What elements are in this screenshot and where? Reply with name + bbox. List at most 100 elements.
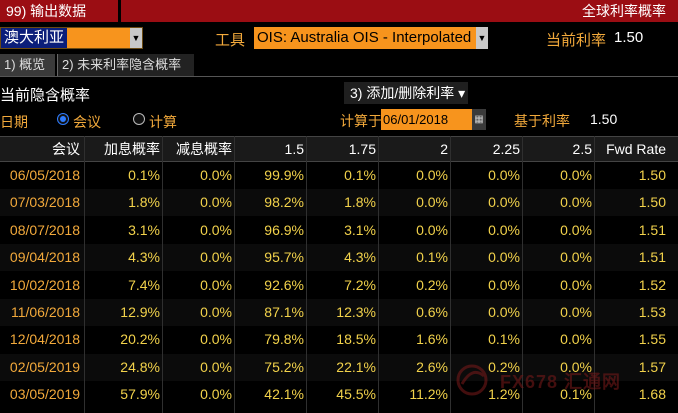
table-row[interactable]: 07/03/2018 1.8% 0.0% 98.2% 1.8% 0.0% 0.0% 0.0% 1… (0, 189, 678, 217)
cell-rate-2: 2.6% (416, 358, 448, 375)
column-header-fwd-rate[interactable]: Fwd Rate (606, 141, 666, 157)
table-row[interactable]: 11/06/2018 12.9% 0.0% 87.1% 12.3% 0.6% 0.0% 0.0… (0, 299, 678, 326)
watermark-text: FX678 汇通网 (500, 372, 622, 392)
cell-rate-2: 0.0% (416, 167, 448, 183)
cell-meeting: 09/04/2018 (9, 249, 80, 266)
cell-cut-prob: 0.0% (200, 358, 232, 375)
cell-hike-prob: 4.3% (128, 249, 160, 266)
cell-rate-1-75: 4.3% (344, 249, 376, 266)
cell-rate-2-5: 0.0% (560, 304, 592, 320)
column-header-rate-1-75[interactable]: 1.75 (348, 141, 376, 157)
cell-cut-prob: 0.0% (200, 276, 232, 293)
column-separator (234, 136, 235, 413)
base-rate-label: 基于利率 (514, 113, 570, 129)
tool-label: 工具 (215, 32, 246, 49)
column-separator (594, 136, 595, 413)
current-rate-label: 当前利率 (546, 32, 607, 49)
cell-fwd-rate: 1.50 (638, 194, 666, 211)
calc-date-field[interactable]: 06/01/2018 (381, 109, 477, 130)
column-header-meeting[interactable]: 会议 (52, 141, 80, 157)
column-header-cut-prob[interactable]: 减息概率 (176, 141, 232, 157)
date-label: 日期 (0, 114, 28, 130)
country-select[interactable]: 澳大利亚 ▼ (0, 27, 143, 49)
cell-hike-prob: 57.9% (120, 386, 160, 403)
watermark: FX678 汇通网 (440, 360, 670, 400)
cell-rate-1-5: 42.1% (264, 386, 304, 403)
tab-bar: 1) 概览 2) 未来利率隐含概率 (0, 54, 678, 77)
cell-hike-prob: 12.9% (120, 304, 160, 320)
cell-hike-prob: 0.1% (128, 167, 160, 183)
cell-rate-1-75: 18.5% (336, 331, 376, 348)
table-row[interactable]: 10/02/2018 7.4% 0.0% 92.6% 7.2% 0.2% 0.0% 0.0% 1… (0, 272, 678, 299)
cell-rate-1-75: 22.1% (336, 358, 376, 375)
cell-rate-2-5: 0.0% (560, 358, 592, 375)
cell-fwd-rate: 1.57 (638, 358, 666, 375)
cell-meeting: 06/05/2018 (9, 167, 80, 183)
table-row[interactable]: 03/05/2019 57.9% 0.0% 42.1% 45.5% 11.2% 1.2% 0.… (0, 381, 678, 408)
cell-cut-prob: 0.0% (200, 167, 232, 183)
table-row[interactable]: 06/05/2018 0.1% 0.0% 99.9% 0.1% 0.0% 0.0% 0.0% 1… (0, 162, 678, 189)
current-rate-value: 1.50 (614, 29, 644, 46)
fx678-logo-icon (456, 364, 488, 396)
column-separator (306, 136, 307, 413)
cell-rate-2: 0.1% (416, 249, 448, 266)
cell-rate-1-5: 75.2% (264, 358, 304, 375)
column-header-hike-prob[interactable]: 加息概率 (104, 141, 160, 157)
radio-calculation[interactable] (133, 113, 145, 125)
cell-rate-1-5: 92.6% (264, 276, 304, 293)
tab-future-rate-probability[interactable]: 2) 未来利率隐含概率 (57, 54, 194, 76)
column-separator (450, 136, 451, 413)
column-separator (522, 136, 523, 413)
calc-date-label: 计算于 (340, 113, 382, 129)
cell-hike-prob: 24.8% (120, 358, 160, 375)
add-remove-rates-button[interactable]: 3) 添加/删除利率 ▾ (344, 82, 468, 104)
section-title: 当前隐含概率 (0, 87, 91, 104)
cell-rate-1-5: 96.9% (264, 221, 304, 238)
cell-fwd-rate: 1.51 (638, 221, 666, 238)
cell-rate-2-25: 0.0% (488, 276, 520, 293)
cell-rate-2-25: 1.2% (488, 386, 520, 403)
radio-meeting-label[interactable]: 会议 (73, 114, 101, 130)
column-separator (84, 136, 85, 413)
cell-rate-2: 0.0% (416, 221, 448, 238)
column-header-rate-2[interactable]: 2 (440, 141, 448, 157)
table-row[interactable]: 09/04/2018 4.3% 0.0% 95.7% 4.3% 0.1% 0.0% 0.0% 1… (0, 244, 678, 272)
cell-hike-prob: 1.8% (128, 194, 160, 211)
cell-rate-1-75: 12.3% (336, 304, 376, 320)
cell-rate-2: 1.6% (416, 331, 448, 348)
cell-rate-1-75: 0.1% (344, 167, 376, 183)
cell-fwd-rate: 1.52 (638, 276, 666, 293)
column-separator (378, 136, 379, 413)
cell-rate-1-5: 95.7% (264, 249, 304, 266)
radio-calculation-label[interactable]: 计算 (149, 114, 177, 130)
export-data-button[interactable]: 99) 输出数据 (6, 3, 87, 19)
cell-meeting: 07/03/2018 (9, 194, 80, 211)
column-header-rate-2-5[interactable]: 2.5 (572, 141, 592, 157)
radio-meeting[interactable] (57, 113, 69, 125)
calendar-icon[interactable]: ▦ (472, 109, 486, 130)
cell-rate-2-5: 0.0% (560, 194, 592, 211)
cell-rate-2-25: 0.0% (488, 194, 520, 211)
tool-select[interactable]: OIS: Australia OIS - Interpolated ▼ (254, 27, 488, 49)
cell-rate-2: 0.2% (416, 276, 448, 293)
probability-table: 会议 加息概率 减息概率 1.5 1.75 2 2.25 2.5 Fwd Rate 06/05/… (0, 136, 678, 413)
tab-overview[interactable]: 1) 概览 (0, 54, 55, 76)
chevron-down-icon[interactable]: ▼ (476, 27, 488, 49)
table-header: 会议 加息概率 减息概率 1.5 1.75 2 2.25 2.5 Fwd Rate (0, 136, 678, 162)
cell-rate-2-5: 0.0% (560, 331, 592, 348)
column-header-rate-2-25[interactable]: 2.25 (492, 141, 520, 157)
cell-rate-2-25: 0.0% (488, 167, 520, 183)
top-bar: 99) 输出数据 全球利率概率 (0, 0, 678, 22)
table-row[interactable]: 02/05/2019 24.8% 0.0% 75.2% 22.1% 2.6% 0.2% 0.0… (0, 353, 678, 381)
cell-meeting: 02/05/2019 (9, 358, 80, 375)
cell-fwd-rate: 1.55 (638, 331, 666, 348)
table-row[interactable]: 12/04/2018 20.2% 0.0% 79.8% 18.5% 1.6% 0.1% 0.0… (0, 326, 678, 353)
column-header-rate-1-5[interactable]: 1.5 (284, 141, 304, 157)
chevron-down-icon[interactable]: ▼ (130, 28, 142, 48)
cell-hike-prob: 3.1% (128, 221, 160, 238)
cell-rate-2-5: 0.0% (560, 276, 592, 293)
cell-cut-prob: 0.0% (200, 304, 232, 320)
table-row[interactable]: 08/07/2018 3.1% 0.0% 96.9% 3.1% 0.0% 0.0% 0.0% 1… (0, 217, 678, 244)
cell-rate-1-75: 45.5% (336, 386, 376, 403)
cell-hike-prob: 20.2% (120, 331, 160, 348)
